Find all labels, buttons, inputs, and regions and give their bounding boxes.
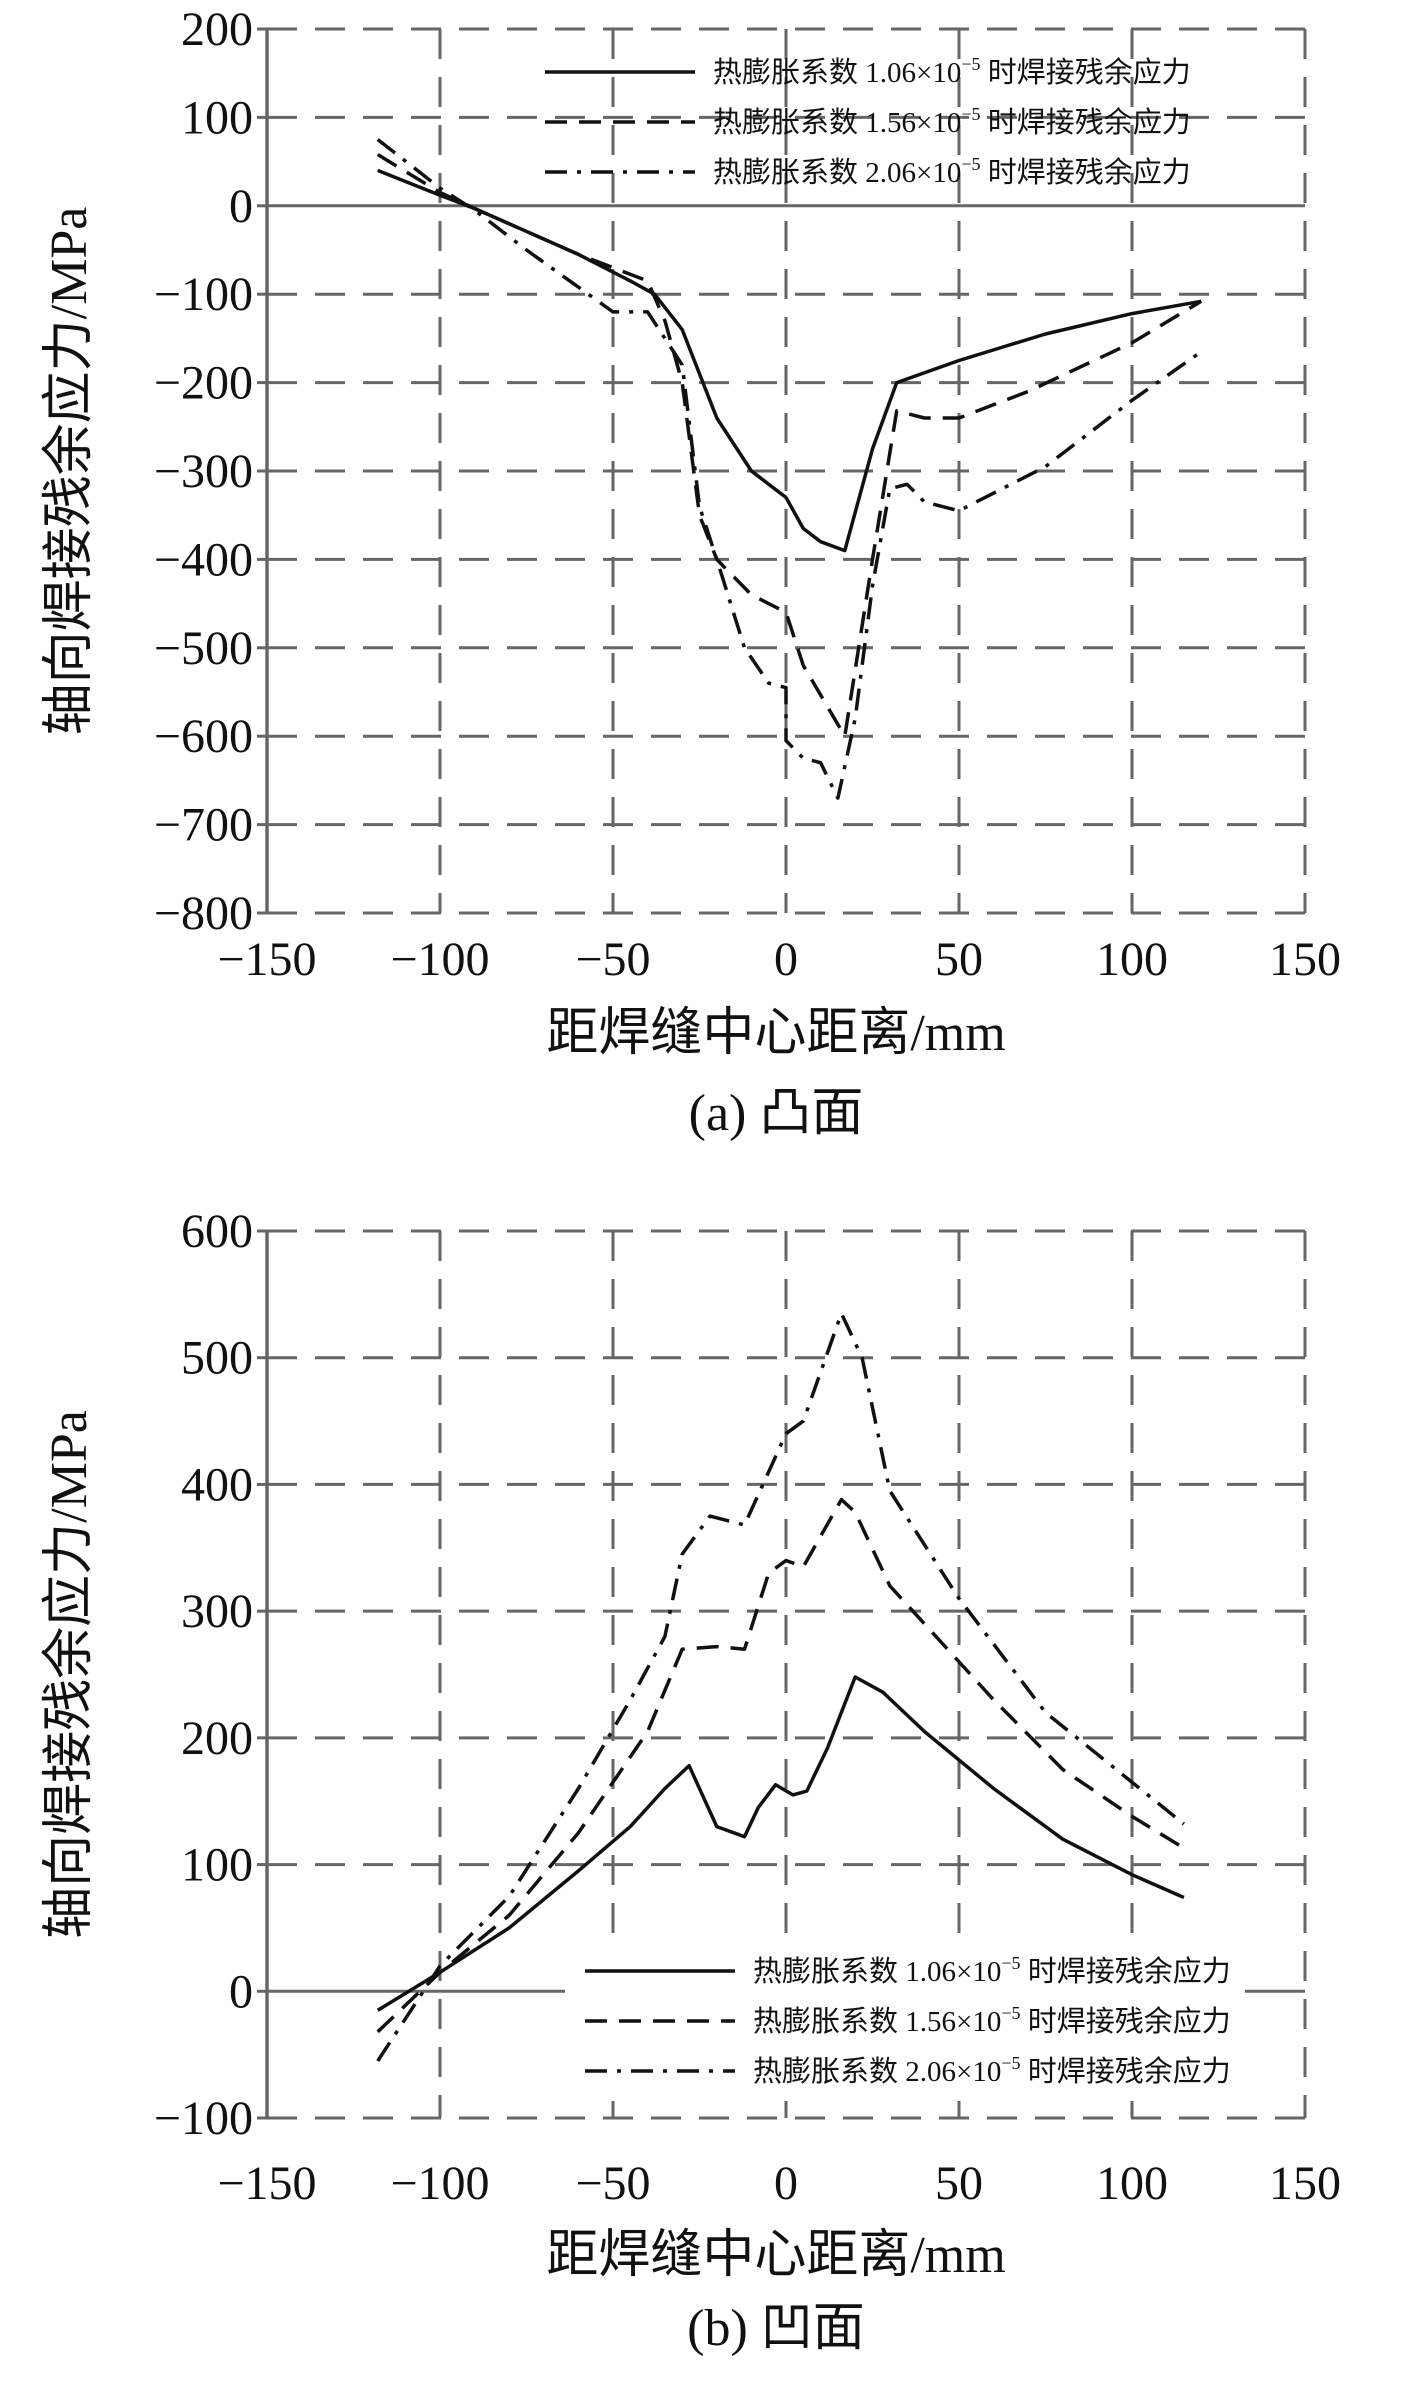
legend-label: 热膨胀系数 2.06×10−5 时焊接残余应力 [713,154,1191,189]
y-tick-label: −100 [154,2092,253,2145]
legend-coef: 2.06 [905,2056,956,2088]
chart-caption: (b) 凹面 [687,2300,865,2357]
series-line-dashed [376,1497,1185,2034]
series-line-solid [376,1675,1185,2012]
y-tick-label: 100 [181,91,253,144]
legend-exponent: −5 [961,154,980,174]
legend-prefix: 热膨胀系数 [753,2005,905,2038]
legend-exponent: −5 [1001,2053,1020,2073]
y-tick-label: 0 [229,1965,253,2018]
legend-suffix: 时焊接残余应力 [1021,1955,1231,1988]
legend-exponent: −5 [961,54,980,74]
legend-suffix: 时焊接残余应力 [1021,2005,1231,2038]
x-tick-label: 0 [774,933,798,986]
y-tick-label: 300 [181,1585,253,1638]
y-tick-label: 200 [181,3,253,56]
y-tick-label: −600 [154,710,253,763]
legend-prefix: 热膨胀系数 [753,1955,905,1988]
x-tick-label: −50 [575,2157,650,2210]
y-tick-label: 200 [181,1712,253,1765]
legend-suffix: 时焊接残余应力 [981,156,1191,189]
legend-prefix: 热膨胀系数 [713,106,865,139]
legend-suffix: 时焊接残余应力 [1021,2055,1231,2088]
legend-suffix: 时焊接残余应力 [981,106,1191,139]
legend-coef: 2.06 [865,157,916,189]
legend-prefix: 热膨胀系数 [713,156,865,189]
legend-times: ×10 [956,2056,1001,2088]
legend-label: 热膨胀系数 1.06×10−5 时焊接残余应力 [753,1953,1231,1988]
legend-times: ×10 [956,1956,1001,1988]
legend-label: 热膨胀系数 1.06×10−5 时焊接残余应力 [713,54,1191,89]
x-tick-label: 50 [935,933,983,986]
y-tick-label: 400 [181,1458,253,1511]
y-axis-title: 轴向焊接残余应力/MPa [41,1410,98,1939]
x-tick-label: 100 [1096,933,1168,986]
x-tick-label: −50 [575,933,650,986]
x-tick-label: −100 [390,2157,489,2210]
legend-times: ×10 [916,57,961,89]
series-line-dashdot [376,1311,1185,2062]
x-tick-label: 50 [935,2157,983,2210]
x-tick-label: −100 [390,933,489,986]
x-axis-title: 距焊缝中心距离/mm [546,1005,1005,1062]
legend-times: ×10 [916,107,961,139]
legend-prefix: 热膨胀系数 [713,56,865,89]
legend-background [565,1941,1245,2101]
y-tick-label: −300 [154,445,253,498]
x-tick-label: 150 [1269,2157,1341,2210]
y-tick-label: −700 [154,799,253,852]
legend-coef: 1.06 [865,57,916,89]
series-line-dashed [376,153,1203,738]
legend-coef: 1.06 [905,1956,956,1988]
chart-b: 600 500 400 300 200 100 0 −100 −150 −100 −50 0 50 100… [41,1205,1341,2357]
legend-exponent: −5 [1001,2003,1020,2023]
series-line-solid [377,168,1202,553]
x-tick-label: −150 [217,2157,316,2210]
legend-coef: 1.56 [865,107,916,139]
x-axis-title: 距焊缝中心距离/mm [546,2227,1005,2284]
x-tick-label: 150 [1269,933,1341,986]
legend-label: 热膨胀系数 1.56×10−5 时焊接残余应力 [713,104,1191,139]
legend-prefix: 热膨胀系数 [753,2055,905,2088]
y-tick-label: 500 [181,1332,253,1385]
x-tick-label: 0 [774,2157,798,2210]
y-tick-label: 0 [229,180,253,233]
legend-label: 热膨胀系数 2.06×10−5 时焊接残余应力 [753,2053,1231,2088]
legend-exponent: −5 [961,104,980,124]
x-tick-label: 100 [1096,2157,1168,2210]
legend-exponent: −5 [1001,1953,1020,1973]
legend-coef: 1.56 [905,2006,956,2038]
chart-a: 2001000−100−200−300−400−500−600−700−800−… [41,3,1341,1142]
y-tick-label: −100 [154,268,253,321]
y-tick-label: 600 [181,1205,253,1258]
legend-suffix: 时焊接残余应力 [981,56,1191,89]
y-axis-title: 轴向焊接残余应力/MPa [41,207,98,736]
series-line-dashdot [376,138,1203,800]
legend-times: ×10 [916,157,961,189]
y-tick-label: −200 [154,357,253,410]
y-tick-label: −800 [154,887,253,940]
chart-caption: (a) 凸面 [689,1085,864,1142]
x-tick-label: −150 [217,933,316,986]
legend-label: 热膨胀系数 1.56×10−5 时焊接残余应力 [753,2003,1231,2038]
legend-times: ×10 [956,2006,1001,2038]
y-tick-label: −400 [154,533,253,586]
y-tick-label: −500 [154,622,253,675]
y-tick-label: 100 [181,1839,253,1892]
